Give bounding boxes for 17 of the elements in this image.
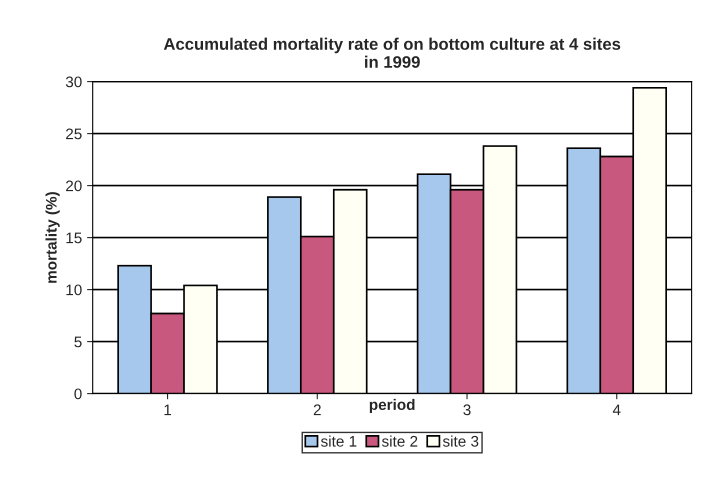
x-tick-label: 4 [612, 404, 621, 416]
y-tick-label: 5 [74, 336, 82, 348]
y-tick-label: 10 [66, 284, 82, 296]
y-tick-label: 30 [66, 76, 82, 88]
legend-label: site 2 [382, 435, 418, 447]
x-tick-label: 2 [314, 404, 321, 416]
legend-label: site 3 [442, 435, 478, 447]
y-axis-title: mortality (%) [45, 192, 60, 283]
x-tick-label: 1 [164, 404, 172, 416]
y-tick-label: 20 [66, 180, 82, 192]
y-tick-label: 0 [74, 388, 82, 400]
chart-title: Accumulated mortality rate of on bottom culture at 4 sites in 1999 [164, 38, 620, 68]
y-tick-label: 15 [66, 232, 82, 244]
x-tick-label: 3 [463, 404, 471, 416]
y-tick-label: 25 [66, 128, 82, 140]
legend-label: site 1 [321, 435, 356, 447]
x-axis-title: period [370, 398, 414, 414]
